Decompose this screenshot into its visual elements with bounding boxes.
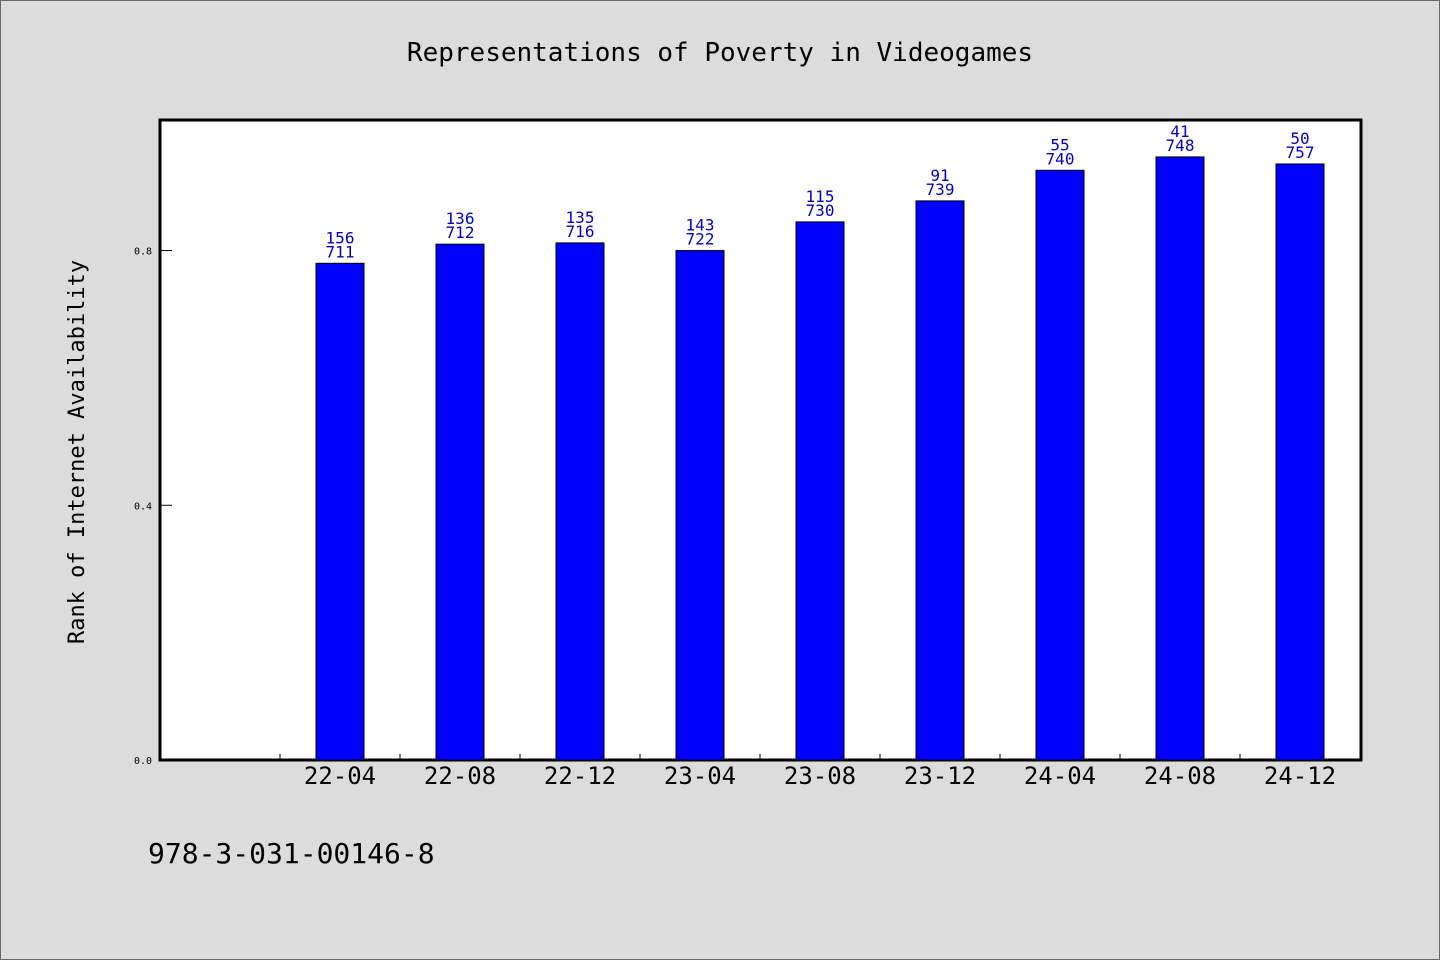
bar-label-bottom: 712 bbox=[446, 223, 475, 242]
x-tick-label: 23-08 bbox=[784, 762, 856, 790]
bar bbox=[315, 262, 365, 761]
bar-label-bottom: 740 bbox=[1046, 149, 1075, 168]
bar bbox=[555, 242, 605, 761]
bar-label-bottom: 711 bbox=[326, 242, 355, 261]
x-tick-label: 22-04 bbox=[304, 762, 376, 790]
x-tick-label: 24-04 bbox=[1024, 762, 1096, 790]
bar-label-top: 115 bbox=[806, 187, 835, 206]
y-axis-ticks: 0.0 0.4 0.8 bbox=[134, 247, 172, 767]
bar bbox=[915, 200, 965, 761]
bar-label-top: 41 bbox=[1170, 122, 1189, 141]
bar bbox=[795, 221, 845, 761]
x-tick-label: 23-12 bbox=[904, 762, 976, 790]
bar-label-bottom: 722 bbox=[686, 230, 715, 249]
y-tick-label: 0.0 bbox=[134, 756, 152, 767]
bar-label-bottom: 748 bbox=[1166, 136, 1195, 155]
x-tick-label: 22-12 bbox=[544, 762, 616, 790]
footer-text: 978-3-031-00146-8 bbox=[148, 837, 435, 870]
x-axis-ticks: 22-04 22-08 22-12 23-04 23-08 23-12 24-04 24-08… bbox=[279, 754, 1361, 790]
bar bbox=[1275, 163, 1325, 761]
bar bbox=[1155, 156, 1205, 761]
bar-label-top: 50 bbox=[1290, 129, 1309, 148]
bar bbox=[1035, 169, 1085, 761]
bar-label-top: 136 bbox=[446, 209, 475, 228]
bar-label-top: 91 bbox=[930, 166, 949, 185]
bar-label-bottom: 757 bbox=[1286, 143, 1315, 162]
bar-label-top: 143 bbox=[686, 216, 715, 235]
y-tick-label: 0.8 bbox=[134, 247, 152, 258]
bar bbox=[675, 250, 725, 761]
y-axis-label: Rank of Internet Availability bbox=[65, 260, 90, 644]
x-tick-label: 22-08 bbox=[424, 762, 496, 790]
bar-label-top: 135 bbox=[566, 208, 595, 227]
bar-label-bottom: 716 bbox=[566, 222, 595, 241]
x-tick-label: 23-04 bbox=[664, 762, 736, 790]
x-tick-label: 24-12 bbox=[1264, 762, 1336, 790]
x-tick-label: 24-08 bbox=[1144, 762, 1216, 790]
y-tick-label: 0.4 bbox=[134, 501, 152, 512]
bar-label-bottom: 730 bbox=[806, 201, 835, 220]
bar-label-bottom: 739 bbox=[926, 180, 955, 199]
bar bbox=[435, 243, 485, 761]
chart-title: Representations of Poverty in Videogames bbox=[407, 38, 1033, 68]
bar-label-top: 156 bbox=[326, 228, 355, 247]
bar-label-top: 55 bbox=[1050, 135, 1069, 154]
